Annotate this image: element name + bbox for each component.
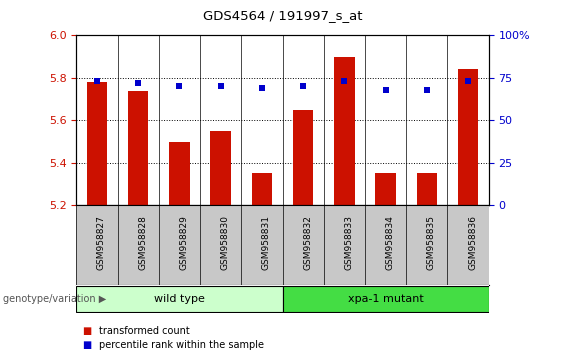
Text: GSM958832: GSM958832 xyxy=(303,215,312,270)
Text: GSM958833: GSM958833 xyxy=(345,215,353,270)
Bar xyxy=(210,131,231,205)
Text: percentile rank within the sample: percentile rank within the sample xyxy=(99,340,264,350)
Bar xyxy=(282,286,489,312)
Text: GSM958828: GSM958828 xyxy=(138,215,147,270)
Text: GDS4564 / 191997_s_at: GDS4564 / 191997_s_at xyxy=(203,9,362,22)
Text: GSM958836: GSM958836 xyxy=(468,215,477,270)
Text: wild type: wild type xyxy=(154,293,205,304)
Bar xyxy=(334,57,355,205)
Text: ■: ■ xyxy=(82,340,91,350)
Text: GSM958831: GSM958831 xyxy=(262,215,271,270)
Bar xyxy=(76,286,282,312)
Text: GSM958830: GSM958830 xyxy=(220,215,229,270)
Text: ■: ■ xyxy=(82,326,91,336)
Text: GSM958829: GSM958829 xyxy=(180,215,188,270)
Bar xyxy=(293,110,314,205)
Bar xyxy=(251,173,272,205)
Bar xyxy=(128,91,149,205)
Bar xyxy=(86,82,107,205)
Text: GSM958827: GSM958827 xyxy=(97,215,106,270)
Text: xpa-1 mutant: xpa-1 mutant xyxy=(347,293,424,304)
Text: GSM958834: GSM958834 xyxy=(386,215,394,270)
Bar xyxy=(458,69,479,205)
Text: GSM958835: GSM958835 xyxy=(427,215,436,270)
Text: transformed count: transformed count xyxy=(99,326,190,336)
Text: genotype/variation ▶: genotype/variation ▶ xyxy=(3,293,106,304)
Bar xyxy=(169,142,190,205)
Bar xyxy=(416,173,437,205)
Bar xyxy=(375,173,396,205)
